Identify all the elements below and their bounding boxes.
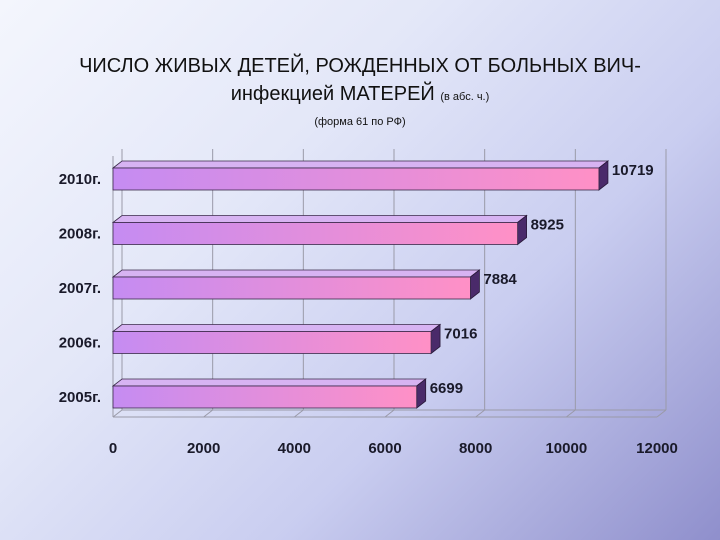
category-label: 2008г. <box>59 226 101 243</box>
floor-gridline <box>656 409 667 418</box>
bar-top-face <box>111 269 481 278</box>
x-tick-label: 0 <box>109 440 117 457</box>
floor-gridline <box>112 409 123 418</box>
floor-gridline <box>475 409 485 418</box>
x-tick-label: 6000 <box>368 440 401 457</box>
chart-title-main: инфекцией МАТЕРЕЙ <box>230 83 435 105</box>
bar <box>112 276 471 300</box>
floor-gridline <box>294 409 304 418</box>
floor-gridline <box>384 409 395 418</box>
data-label: 7884 <box>483 271 517 288</box>
x-tick-label: 4000 <box>278 440 311 457</box>
x-tick-label: 10000 <box>545 440 587 457</box>
chart-subtitle: (форма 61 по РФ) <box>314 116 406 128</box>
category-label: 2006г. <box>59 335 101 352</box>
chart-title: ЧИСЛО ЖИВЫХ ДЕТЕЙ, РОЖДЕННЫХ ОТ БОЛЬНЫХ … <box>0 52 720 111</box>
data-label: 8925 <box>531 217 564 234</box>
bar <box>112 385 418 409</box>
chart-title-unit: (в абс. ч.) <box>440 91 490 103</box>
x-tick-label: 2000 <box>187 440 220 457</box>
data-label: 7016 <box>444 326 477 343</box>
bar <box>112 331 432 354</box>
category-label: 2010г. <box>59 171 101 188</box>
bar-group <box>111 378 427 409</box>
x-tick-label: 12000 <box>636 440 678 457</box>
bar-top-face <box>111 378 427 387</box>
x-tick-label: 8000 <box>459 440 492 457</box>
bar-group <box>111 269 481 300</box>
chart-title-line2: инфекцией МАТЕРЕЙ (в абс. ч.) <box>0 80 720 111</box>
bar-top-face <box>111 324 442 332</box>
category-label: 2005г. <box>59 389 101 406</box>
data-label: 6699 <box>430 380 463 397</box>
floor-gridline <box>203 409 213 418</box>
bar-group <box>111 160 610 191</box>
bar <box>112 222 519 245</box>
bar <box>112 167 600 191</box>
bar-top-face <box>111 160 610 169</box>
bar-group <box>111 323 442 355</box>
bar-group <box>111 214 528 246</box>
bar-top-face <box>111 215 528 223</box>
data-label: 10719 <box>612 162 654 179</box>
category-label: 2007г. <box>59 280 101 297</box>
floor-gridline <box>566 409 576 418</box>
chart-title-line1: ЧИСЛО ЖИВЫХ ДЕТЕЙ, РОЖДЕННЫХ ОТ БОЛЬНЫХ … <box>79 55 641 77</box>
